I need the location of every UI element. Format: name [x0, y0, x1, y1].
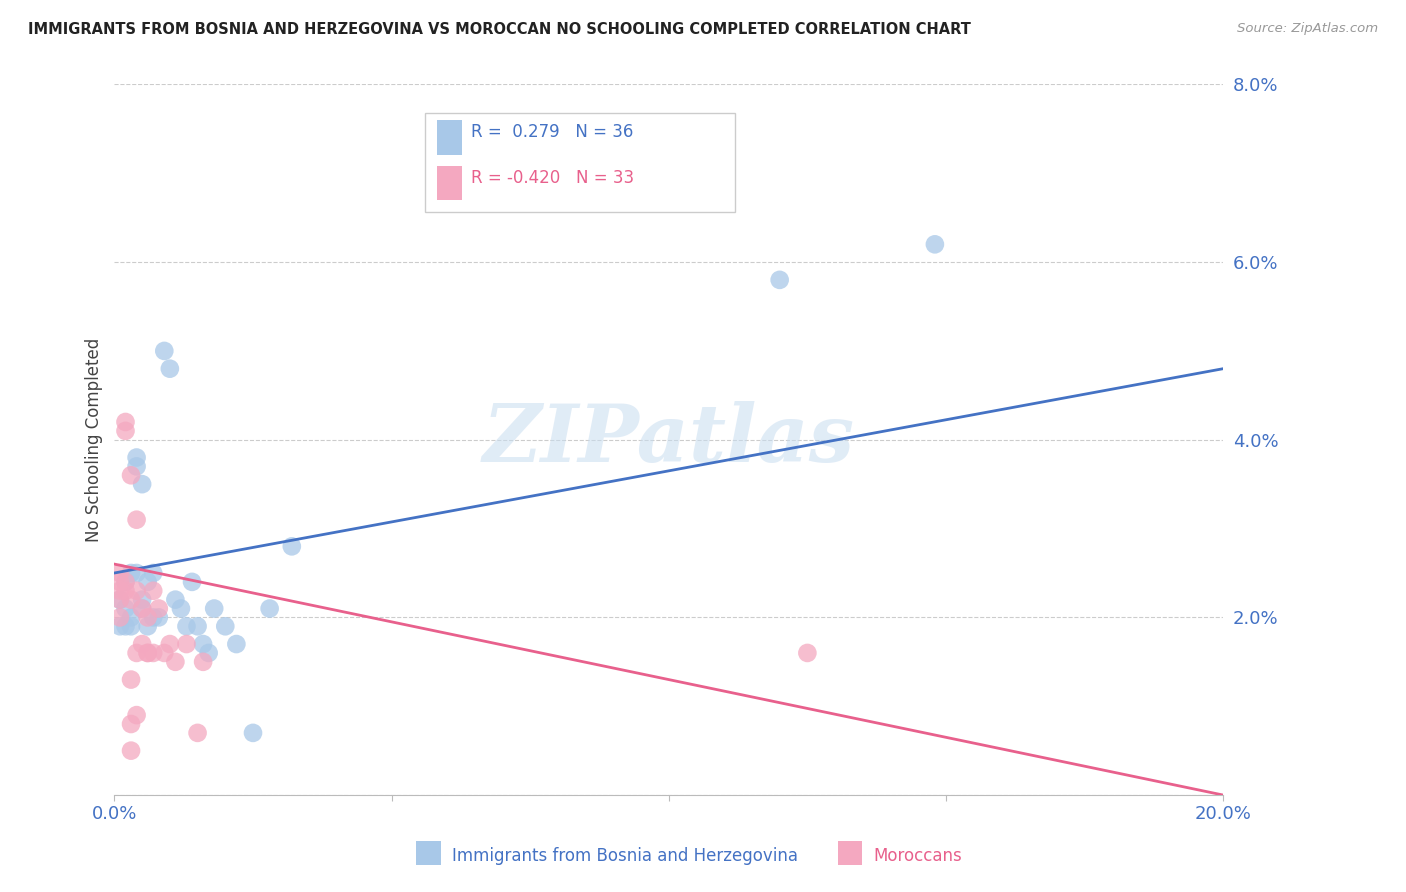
Text: Source: ZipAtlas.com: Source: ZipAtlas.com	[1237, 22, 1378, 36]
Text: R = -0.420   N = 33: R = -0.420 N = 33	[471, 169, 634, 187]
Point	[114, 415, 136, 429]
Point	[114, 574, 136, 589]
Point	[136, 619, 159, 633]
Point	[108, 566, 131, 580]
Point	[108, 592, 131, 607]
Point	[120, 566, 142, 580]
Point	[165, 655, 187, 669]
Point	[153, 646, 176, 660]
Point	[114, 619, 136, 633]
Point	[924, 237, 946, 252]
Point	[202, 601, 225, 615]
Point	[108, 574, 131, 589]
Point	[769, 273, 792, 287]
Text: ZIPatlas: ZIPatlas	[482, 401, 855, 478]
Y-axis label: No Schooling Completed: No Schooling Completed	[86, 338, 103, 541]
Point	[125, 513, 148, 527]
Point	[181, 574, 204, 589]
Point	[142, 646, 165, 660]
Point	[120, 673, 142, 687]
Point	[191, 637, 214, 651]
Point	[120, 744, 142, 758]
Point	[125, 646, 148, 660]
Point	[120, 619, 142, 633]
Point	[142, 610, 165, 624]
Point	[108, 610, 131, 624]
Point	[125, 708, 148, 723]
Point	[187, 726, 209, 740]
Point	[120, 468, 142, 483]
Point	[114, 424, 136, 438]
Point	[214, 619, 236, 633]
Point	[125, 566, 148, 580]
Point	[225, 637, 247, 651]
Text: R =  0.279   N = 36: R = 0.279 N = 36	[471, 123, 634, 141]
Point	[242, 726, 264, 740]
Point	[796, 646, 818, 660]
Text: Moroccans: Moroccans	[873, 847, 962, 865]
Point	[131, 592, 153, 607]
Point	[114, 601, 136, 615]
Point	[187, 619, 209, 633]
Point	[131, 601, 153, 615]
Point	[114, 583, 136, 598]
Text: IMMIGRANTS FROM BOSNIA AND HERZEGOVINA VS MOROCCAN NO SCHOOLING COMPLETED CORREL: IMMIGRANTS FROM BOSNIA AND HERZEGOVINA V…	[28, 22, 972, 37]
Point	[165, 592, 187, 607]
Point	[108, 619, 131, 633]
Point	[120, 717, 142, 731]
Point	[125, 459, 148, 474]
Point	[120, 610, 142, 624]
Point	[176, 637, 198, 651]
Point	[259, 601, 281, 615]
Point	[142, 583, 165, 598]
Point	[191, 655, 214, 669]
Point	[131, 601, 153, 615]
Point	[131, 477, 153, 491]
Point	[131, 637, 153, 651]
Point	[108, 583, 131, 598]
Point	[159, 637, 181, 651]
Point	[136, 574, 159, 589]
Point	[114, 574, 136, 589]
Point	[197, 646, 219, 660]
Text: Immigrants from Bosnia and Herzegovina: Immigrants from Bosnia and Herzegovina	[451, 847, 797, 865]
Point	[136, 610, 159, 624]
Point	[170, 601, 193, 615]
Point	[281, 539, 304, 553]
Point	[125, 583, 148, 598]
Point	[148, 610, 170, 624]
Point	[136, 646, 159, 660]
Point	[125, 450, 148, 465]
Point	[120, 592, 142, 607]
Point	[142, 566, 165, 580]
Point	[159, 361, 181, 376]
Point	[136, 646, 159, 660]
Point	[153, 343, 176, 358]
Point	[148, 601, 170, 615]
Point	[108, 592, 131, 607]
Point	[176, 619, 198, 633]
